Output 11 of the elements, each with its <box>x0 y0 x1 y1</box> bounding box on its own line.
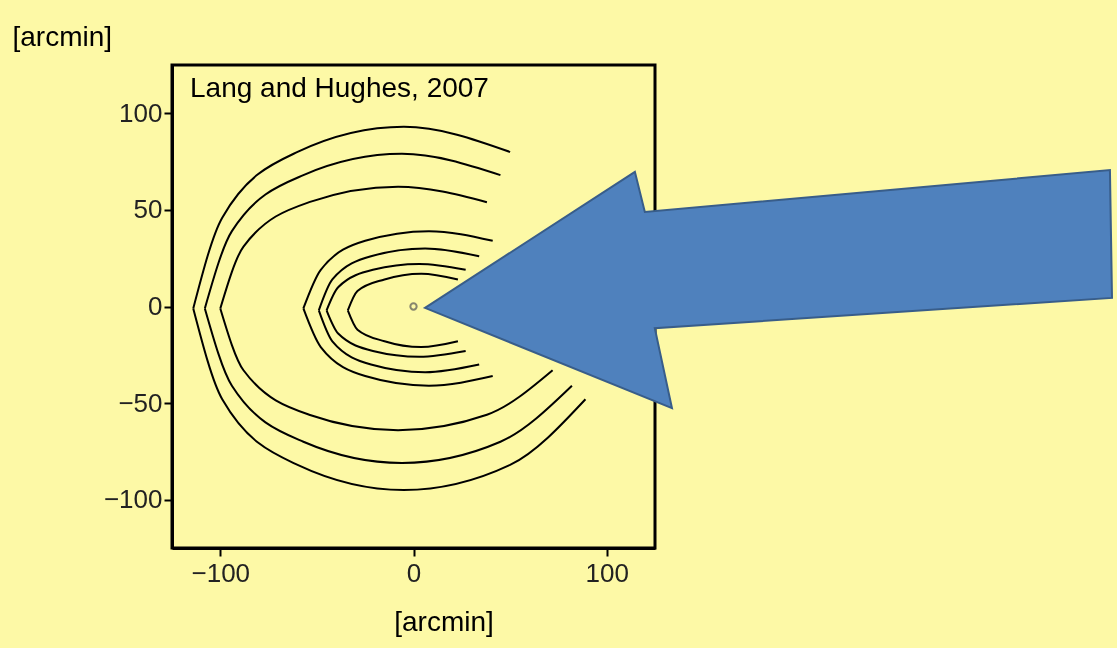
y-tick-label: 0 <box>148 291 163 321</box>
x-tick-label: −100 <box>191 557 251 588</box>
x-tick-label: 100 <box>585 557 629 588</box>
y-tick-label: 100 <box>119 97 163 128</box>
y-axis-title: [arcmin] <box>12 20 113 52</box>
x-tick-label: 0 <box>406 557 422 588</box>
y-tick-label: −100 <box>103 484 163 515</box>
y-tick-label: 50 <box>133 194 163 225</box>
x-axis-title: [arcmin] <box>394 605 494 637</box>
annotation: Lang and Hughes, 2007 <box>190 72 489 103</box>
y-tick-label: −50 <box>118 387 163 418</box>
